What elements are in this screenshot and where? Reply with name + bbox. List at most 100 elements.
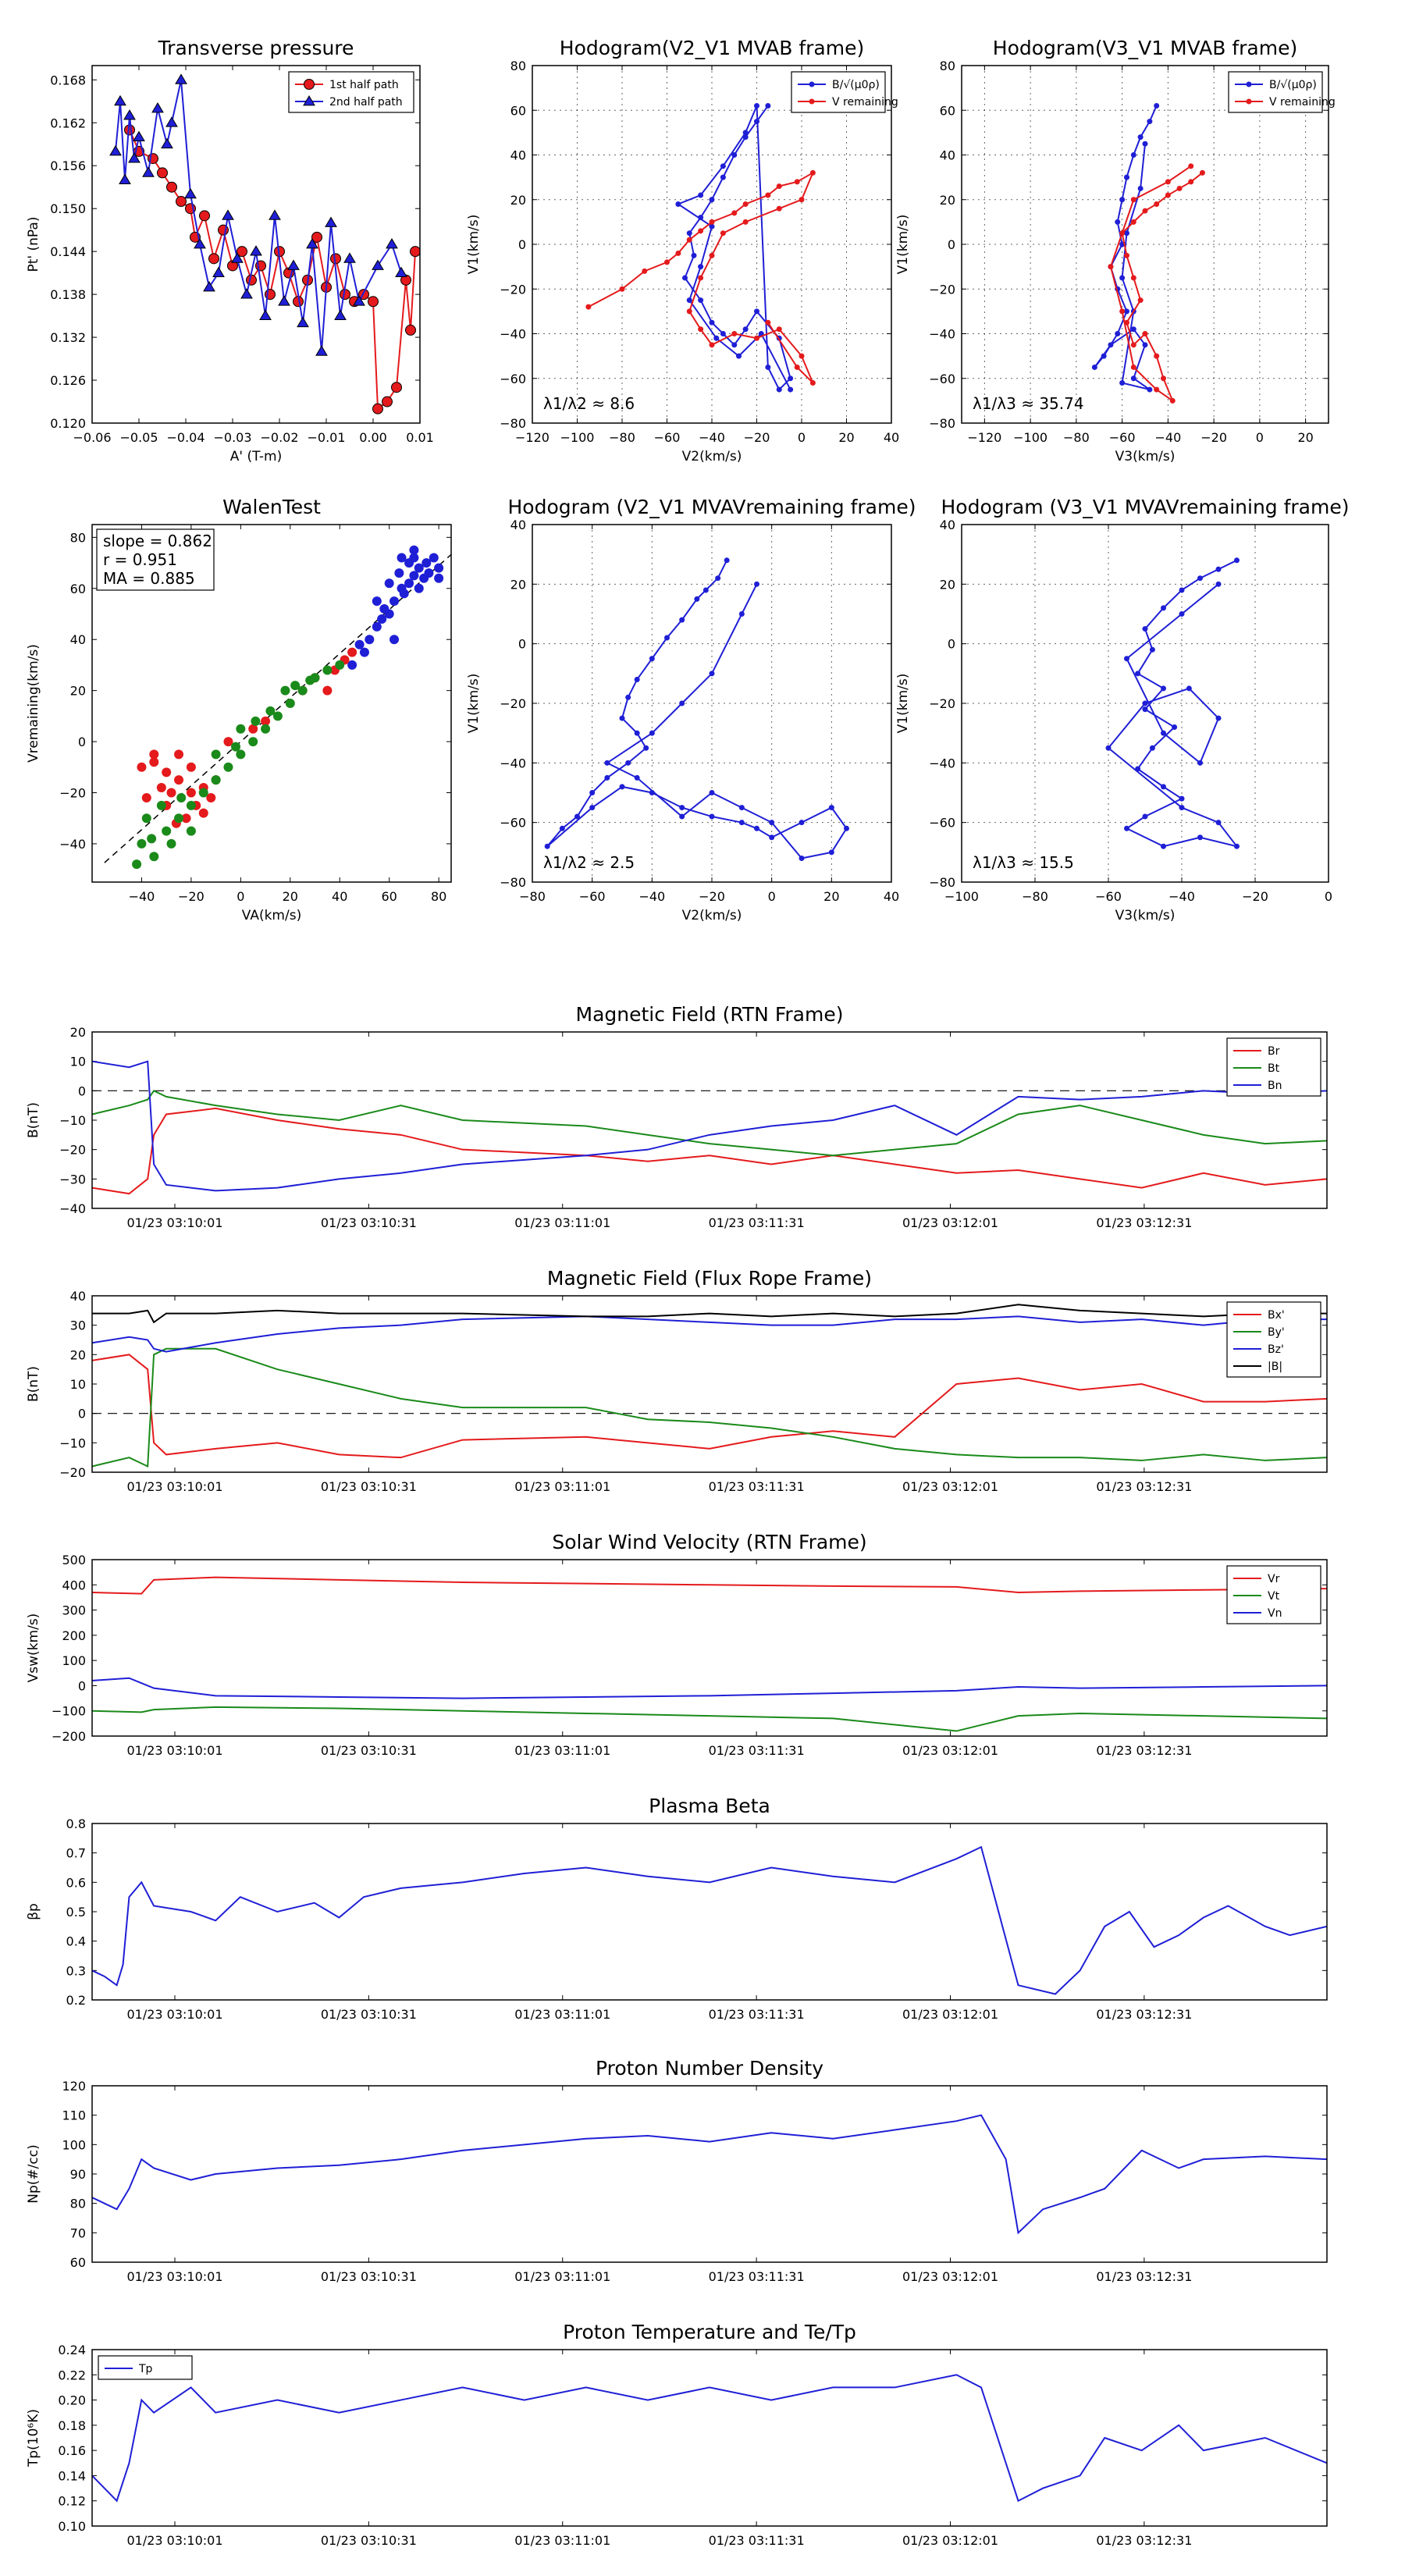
data-point [1130,375,1136,382]
series-blue [92,1845,1327,1995]
legend: B/√(μ0ρ) V remaining [791,71,898,113]
x-tick-label: 01/23 03:12:31 [1096,1215,1192,1230]
series-vr [92,1576,1327,1595]
x-tick-label: −40 [638,889,665,904]
data-point [709,671,715,677]
data-point [1141,1119,1143,1121]
data-point [1179,795,1185,802]
y-tick-label: −60 [500,816,526,831]
data-point [176,793,187,803]
plot-frame [91,1295,1328,1473]
data-point [377,614,387,624]
data-point [1149,646,1155,653]
y-tick-label: 0.18 [58,2418,86,2433]
data-point [165,116,178,127]
y-tick-label: 40 [70,632,86,647]
x-tick-label: 01/23 03:11:31 [709,2007,805,2022]
data-point [1124,252,1129,258]
data-point [647,1318,649,1320]
data-point [133,130,145,141]
data-point [1203,1401,1204,1403]
series-blue [92,2114,1327,2235]
y-tick-label: 0.14 [58,2468,86,2483]
data-point [128,152,140,163]
data-point [1179,587,1185,593]
data-point [754,308,759,315]
x-tick-label: 0.00 [359,430,387,445]
series-line [115,80,402,352]
x-tick-label: −80 [609,430,635,445]
data-point [109,144,122,156]
legend-marker [809,81,815,87]
data-point [215,1313,216,1315]
data-point [338,1128,340,1130]
data-point [709,252,715,258]
data-point [1186,685,1192,692]
data-point [269,209,281,220]
data-point [462,1313,464,1315]
data-point [128,1896,130,1898]
data-point [1130,219,1136,225]
y-axis-label: Vremaining(km/s) [26,644,41,763]
chart-title: Hodogram (V3_V1 MVAVremaining frame) [941,496,1350,518]
data-point [955,1313,957,1315]
y-tick-label: 300 [62,1603,86,1618]
data-point [153,1164,155,1165]
data-point [222,209,234,220]
chart-hodogram-v3v1-mvab: Hodogram(V3_V1 MVAB frame) −120 −100 −80 −60… [895,37,1336,464]
data-point [215,1190,216,1191]
x-tick-label: 01/23 03:11:01 [514,1479,610,1494]
y-tick-label: 0.10 [58,2519,86,2534]
x-tick-label: 01/23 03:10:01 [126,1215,222,1230]
data-point [754,119,759,125]
data-point [1234,843,1240,849]
data-point [1142,141,1148,147]
data-point [1203,1686,1204,1688]
data-point [1203,1315,1204,1317]
data-point [1234,557,1240,564]
data-point [1188,179,1194,185]
data-point [334,309,347,320]
data-point [828,849,834,856]
y-tick-label: 0.132 [50,330,86,345]
data-point [161,137,173,149]
y-tick-label: 0.162 [50,116,86,130]
y-axis-label: V1(km/s) [895,215,911,275]
data-point [589,790,596,795]
x-tick-label: 01/23 03:11:01 [514,2269,610,2284]
data-point [280,685,290,696]
x-tick-label: 01/23 03:12:31 [1096,2533,1192,2548]
y-tick-label: −20 [929,282,955,297]
plot-frame [91,1823,1328,2001]
legend-label: Br [1268,1045,1280,1058]
y-tick-label: 0.7 [66,1846,86,1861]
plot-area [92,2114,1327,2235]
chart-title: Plasma Beta [649,1795,770,1817]
data-point [462,1149,464,1151]
x-tick-label: 01/23 03:10:01 [126,1479,222,1494]
plot-frame [91,1559,1328,1737]
data-point [174,775,184,785]
chart-hodogram-v2v1-mvab: Hodogram(V2_V1 MVAB frame) −120 −100 −80 −60… [466,37,899,464]
data-point [153,2412,155,2414]
data-point [119,173,131,184]
data-point [261,716,271,726]
chart-proton-temperature: Proton Temperature and Te/Tp 01/23 03:10:… [26,2321,1328,2548]
data-point [414,583,424,593]
y-tick-label: 0 [518,237,526,252]
data-point [276,1310,278,1311]
legend: Bx' By' Bz' |B| [1226,1301,1321,1378]
data-point [338,1119,340,1121]
data-point [141,813,151,824]
y-tick-label: −10 [59,1113,86,1128]
data-point [215,1448,216,1450]
chart-title: Proton Number Density [596,2057,823,2080]
x-tick-label: −20 [1200,430,1227,445]
x-tick-label: −100 [1013,430,1048,445]
data-point [272,711,283,721]
y-tick-label: 500 [62,1553,86,1567]
data-point [462,1407,464,1408]
y-tick-label: 60 [940,103,955,118]
data-point [1119,308,1126,315]
y-tick-label: 0.16 [58,2443,86,2458]
